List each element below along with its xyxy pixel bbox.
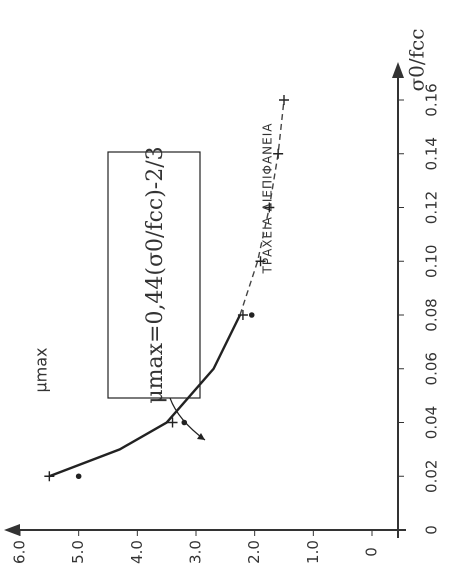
- y-tick-label: 2.0: [245, 540, 263, 564]
- cross-point: [264, 202, 275, 213]
- x-tick-label: 0: [423, 525, 441, 535]
- y-tick-label: 6.0: [11, 540, 29, 564]
- x-axis-arrow: [392, 62, 404, 78]
- x-tick-label: 0.08: [423, 298, 441, 331]
- y-tick-label: 1.0: [304, 540, 322, 564]
- cross-point: [44, 471, 55, 482]
- x-axis-label: σ0/fcc: [405, 29, 429, 92]
- formula-pointer-head: [197, 433, 205, 440]
- x-tick-label: 0.12: [423, 191, 441, 224]
- formula-box: [107, 151, 201, 399]
- y-tick-label: 3.0: [187, 540, 205, 564]
- cross-point: [167, 417, 178, 428]
- y-axis-label: μmax: [32, 347, 51, 392]
- y-axis-arrow: [4, 524, 20, 536]
- x-tick-label: 0.06: [423, 352, 441, 385]
- x-tick-label: 0.16: [423, 83, 441, 116]
- y-tick-label: 0: [363, 547, 381, 557]
- dot-point: [75, 473, 82, 480]
- formula: μmax=0,44(σ0/fcc)-2/3: [143, 146, 168, 403]
- cross-point: [273, 148, 284, 159]
- cross-point: [279, 95, 289, 105]
- x-tick-label: 0.14: [423, 137, 441, 170]
- x-tick-label: 0.10: [423, 245, 441, 278]
- y-tick-label: 4.0: [128, 540, 146, 564]
- cross-point: [237, 310, 248, 320]
- dot-point: [181, 419, 188, 426]
- dot-point: [248, 312, 255, 318]
- x-tick-label: 0.02: [423, 460, 441, 493]
- cross-point: [255, 256, 266, 267]
- y-tick-label: 5.0: [69, 540, 87, 564]
- formula-pointer: [169, 397, 206, 441]
- x-tick-label: 0.04: [423, 406, 441, 439]
- annotation: ΤΡΑΧΕΙΑ ΔΙΕΠΙΦΑΝΕΙΑ: [261, 123, 275, 275]
- curve: [48, 314, 242, 478]
